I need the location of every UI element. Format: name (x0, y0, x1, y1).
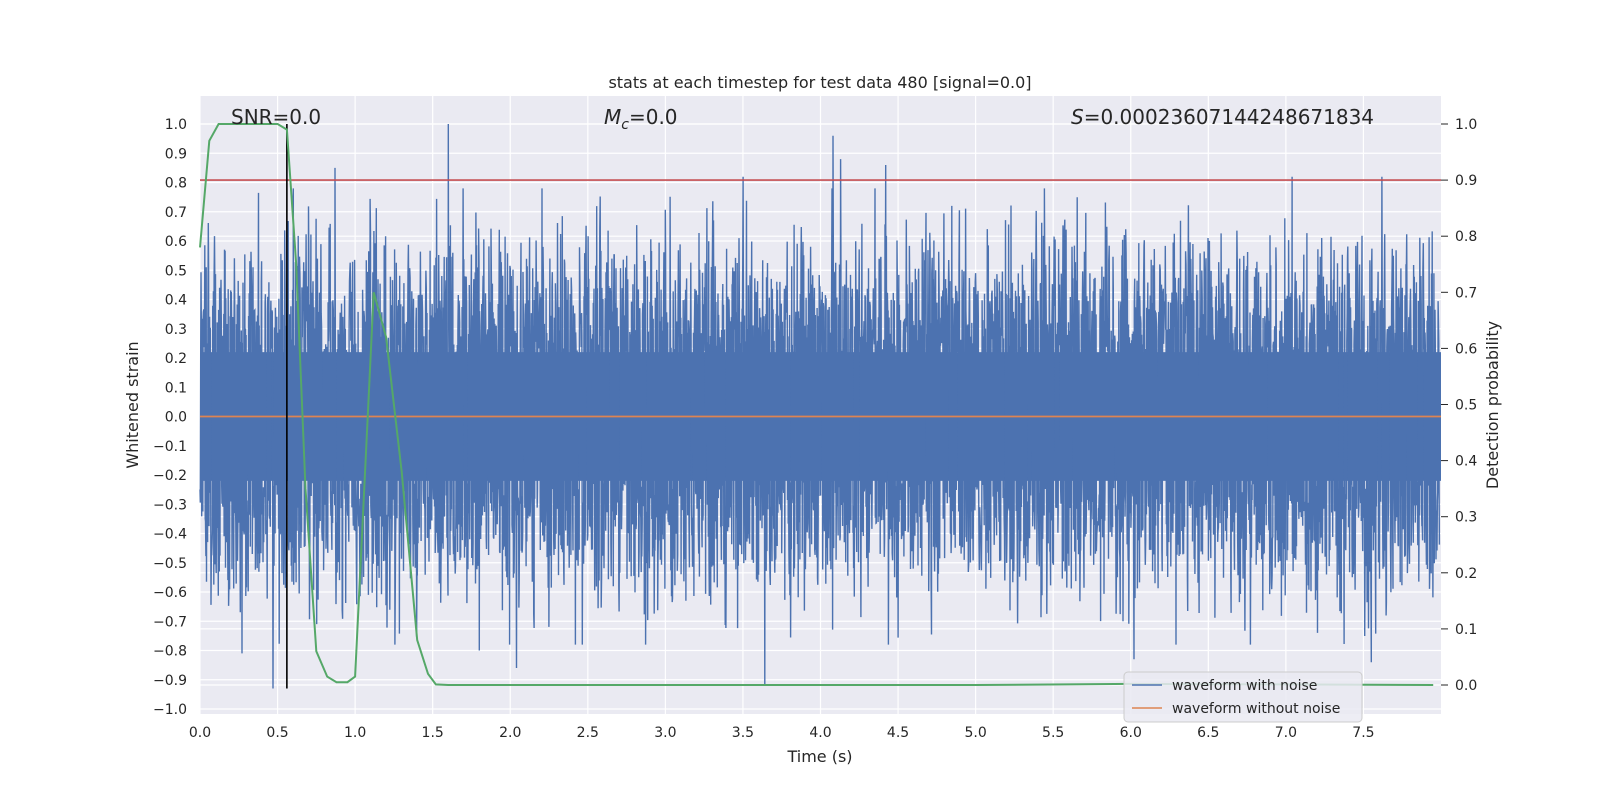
y-tick-label: 0.5 (165, 263, 187, 279)
x-tick-label: 2.0 (499, 725, 521, 741)
y-tick-label: 0.0 (165, 410, 187, 426)
x-tick-label: 6.5 (1197, 725, 1219, 741)
y-tick-label: 0.2 (165, 351, 187, 367)
s-symbol: S (1071, 105, 1084, 129)
y2-axis-label: Detection probability (1483, 321, 1502, 489)
y-tick-label: 0.9 (165, 146, 187, 162)
y-tick-label: −0.8 (153, 644, 187, 660)
s-annotation: S=0.00023607144248671834 (1071, 105, 1374, 129)
mc-symbol: M (604, 105, 621, 129)
y-axis-ticks: 1.0 0.9 0.8 0.7 0.6 0.5 0.4 0.3 0.2 0.1 0.0 −0.1 −0.… (153, 117, 187, 718)
y-tick-label: −0.3 (153, 497, 187, 513)
y-tick-label: −0.4 (153, 527, 187, 543)
x-tick-label: 6.0 (1120, 725, 1142, 741)
x-tick-label: 4.0 (809, 725, 831, 741)
y2-tick-label: 0.6 (1455, 341, 1477, 357)
x-tick-label: 1.5 (422, 725, 444, 741)
x-tick-label: 7.5 (1352, 725, 1374, 741)
y-tick-label: −0.1 (153, 439, 187, 455)
legend-box (1123, 671, 1363, 723)
y-tick-label: −0.7 (153, 614, 187, 630)
x-tick-label: 0.0 (189, 725, 211, 741)
y2-tick-label: 1.0 (1455, 117, 1477, 133)
y-tick-label: 0.4 (165, 293, 187, 309)
y-tick-label: 0.1 (165, 380, 187, 396)
y-tick-label: 0.6 (165, 234, 187, 250)
mc-subscript: c (621, 117, 629, 133)
detection-probability-line (199, 123, 1434, 686)
x-tick-label: 4.5 (887, 725, 909, 741)
y-tick-label: −0.6 (153, 585, 187, 601)
y-tick-label: 0.3 (165, 322, 187, 338)
y2-tick-label: 0.7 (1455, 285, 1477, 301)
chirp-mass-annotation: Mc=0.0 (604, 105, 678, 133)
y-tick-label: −0.2 (153, 468, 187, 484)
x-tick-label: 3.0 (654, 725, 676, 741)
x-tick-label: 1.0 (344, 725, 366, 741)
legend-label-noise: waveform with noise (1172, 678, 1317, 694)
x-tick-label: 2.5 (577, 725, 599, 741)
legend-label-clean: waveform without noise (1172, 701, 1340, 717)
y-tick-label: −0.5 (153, 556, 187, 572)
y-tick-label: −1.0 (153, 702, 187, 718)
y2-axis-ticks: 1.0 0.9 0.8 0.7 0.6 0.5 0.4 0.3 0.2 0.1 0.0 (1441, 117, 1477, 694)
y2-tick-label: 0.0 (1455, 678, 1477, 694)
x-tick-label: 0.5 (266, 725, 288, 741)
x-tick-label: 5.5 (1042, 725, 1064, 741)
y2-tick-label: 0.5 (1455, 398, 1477, 414)
x-tick-label: 3.5 (732, 725, 754, 741)
y2-tick-label: 0.8 (1455, 229, 1477, 245)
y2-tick-label: 0.3 (1455, 510, 1477, 526)
mc-value: =0.0 (629, 105, 678, 129)
y2-tick-label: 0.2 (1455, 566, 1477, 582)
s-value: =0.00023607144248671834 (1084, 105, 1374, 129)
x-tick-label: 5.0 (964, 725, 986, 741)
x-axis-ticks: 0.0 0.5 1.0 1.5 2.0 2.5 3.0 3.5 4.0 4.5 5.0 5.5 6.0 6… (189, 725, 1375, 741)
y-tick-label: 0.8 (165, 176, 187, 192)
y2-tick-label: 0.4 (1455, 454, 1477, 470)
x-tick-label: 7.0 (1275, 725, 1297, 741)
y2-tick-label: 0.1 (1455, 622, 1477, 638)
x-axis-label: Time (s) (786, 747, 852, 766)
chart-title: stats at each timestep for test data 480… (608, 73, 1031, 92)
y2-tick-label: 0.9 (1455, 173, 1477, 189)
y-tick-label: 0.7 (165, 205, 187, 221)
y-tick-label: 1.0 (165, 117, 187, 133)
noise-waveform-line (199, 123, 1441, 689)
legend: waveform with noise waveform without noi… (1123, 671, 1363, 723)
y-axis-label: Whitened strain (123, 341, 142, 468)
y-tick-label: −0.9 (153, 673, 187, 689)
snr-annotation: SNR=0.0 (231, 105, 321, 129)
